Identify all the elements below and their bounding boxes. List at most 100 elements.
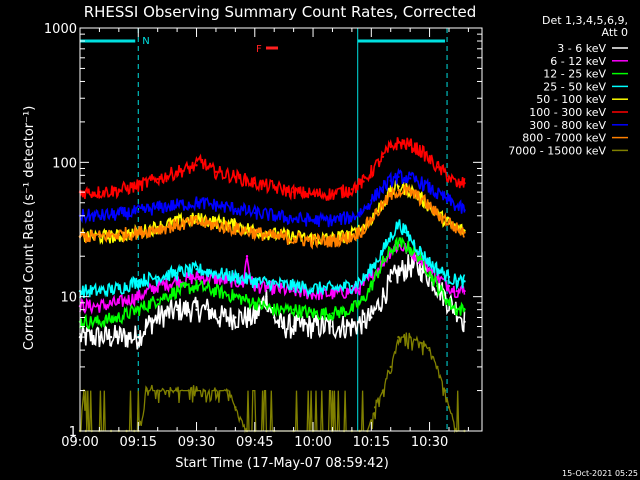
data-point — [420, 252, 423, 255]
data-point — [436, 268, 439, 271]
data-point — [218, 316, 222, 319]
data-point — [253, 280, 256, 283]
data-point — [253, 181, 256, 185]
data-point — [292, 217, 295, 220]
data-point — [455, 280, 458, 283]
timestamp-label: 15-Oct-2021 05:25 — [562, 469, 638, 478]
data-point — [408, 246, 412, 250]
x-tick-label: 09:45 — [236, 435, 273, 450]
data-point — [292, 325, 295, 328]
data-point — [350, 284, 354, 288]
y-tick-label: 10 — [60, 291, 77, 306]
data-point — [195, 389, 198, 392]
data-point — [234, 280, 237, 283]
data-point — [311, 325, 315, 328]
data-point — [389, 179, 392, 182]
series-25-50-kev — [78, 219, 466, 299]
data-point — [420, 268, 423, 271]
data-point — [98, 190, 101, 194]
data-point — [428, 348, 431, 352]
data-point — [253, 301, 256, 305]
series-12-25-kev — [78, 236, 466, 330]
data-point — [206, 167, 210, 170]
series-3-6-kev — [78, 254, 466, 350]
series-trace — [79, 137, 466, 201]
data-point — [253, 211, 256, 215]
data-point — [447, 220, 451, 224]
legend-label: 25 - 50 keV — [543, 80, 606, 93]
data-point — [408, 335, 412, 339]
data-point — [117, 335, 121, 339]
data-point — [455, 227, 458, 231]
data-point — [234, 207, 237, 211]
series-trace — [79, 167, 466, 228]
data-point — [311, 219, 315, 222]
data-point — [389, 145, 392, 149]
data-point — [195, 220, 198, 224]
series-300-800-kev — [78, 167, 466, 228]
data-point — [447, 406, 451, 409]
data-point — [137, 231, 140, 234]
data-point — [292, 308, 295, 311]
data-point — [447, 175, 451, 179]
data-point — [389, 365, 392, 369]
data-point — [117, 189, 121, 192]
data-point — [331, 219, 334, 222]
data-point — [362, 277, 365, 281]
data-point — [253, 284, 256, 288]
data-point — [311, 312, 315, 315]
data-point — [350, 235, 354, 238]
data-point — [234, 175, 237, 179]
flare-label: F — [256, 44, 262, 55]
data-point — [370, 199, 373, 202]
x-tick-label: 09:30 — [178, 435, 215, 450]
data-point — [311, 239, 315, 243]
data-point — [98, 304, 101, 308]
data-point — [389, 194, 392, 198]
data-point — [226, 316, 229, 319]
data-point — [381, 203, 385, 207]
x-tick-label: 09:00 — [61, 435, 98, 450]
data-point — [280, 325, 284, 328]
data-point — [206, 308, 210, 311]
data-point — [137, 210, 140, 213]
data-point — [187, 308, 190, 311]
data-point — [234, 227, 237, 231]
data-point — [117, 301, 121, 305]
data-point — [156, 389, 159, 392]
data-point — [370, 316, 373, 319]
data-point — [358, 287, 361, 290]
data-point — [98, 214, 101, 217]
data-point — [342, 325, 346, 328]
data-point — [156, 206, 159, 209]
data-point — [408, 177, 412, 180]
y-tick-label: 1 — [69, 425, 77, 440]
data-point — [397, 141, 400, 144]
data-point — [234, 295, 237, 298]
data-point — [144, 389, 148, 392]
chart-title: RHESSI Observing Summary Count Rates, Co… — [84, 3, 477, 21]
data-point — [331, 325, 334, 328]
data-point — [420, 181, 423, 185]
data-point — [241, 282, 245, 285]
data-point — [447, 301, 451, 305]
legend-label: 6 - 12 keV — [550, 55, 606, 68]
legend-header: Det 1,3,4,5,6,9, — [542, 14, 628, 27]
legend-label: 100 - 300 keV — [529, 106, 606, 119]
series-trace — [79, 236, 466, 330]
x-axis-label: Start Time (17-May-07 08:59:42) — [175, 456, 389, 471]
data-point — [253, 231, 256, 234]
data-point — [195, 275, 198, 279]
y-axis-label: Corrected Count Rate (s⁻¹ detector⁻¹) — [22, 106, 37, 351]
data-point — [397, 185, 400, 188]
data-point — [292, 237, 295, 240]
data-point — [137, 308, 140, 311]
data-point — [370, 268, 373, 271]
data-point — [436, 213, 439, 216]
data-point — [381, 249, 385, 252]
data-point — [331, 239, 334, 243]
data-point — [98, 289, 101, 293]
data-point — [195, 308, 198, 311]
